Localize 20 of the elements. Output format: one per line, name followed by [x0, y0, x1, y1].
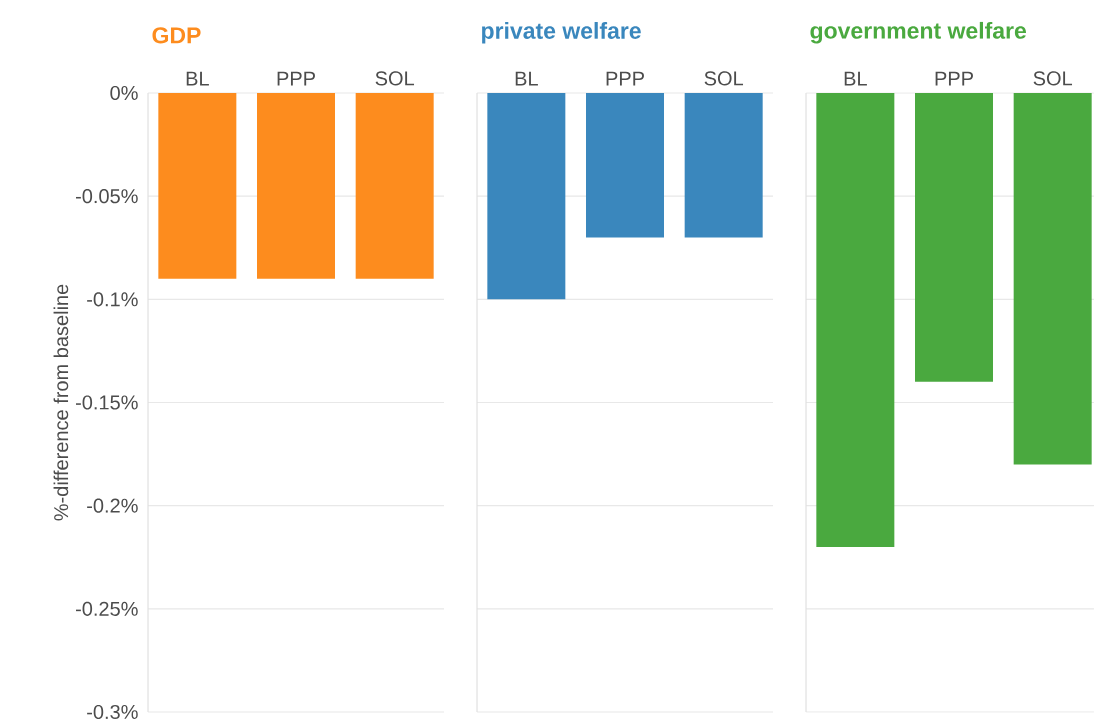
x-tick-label: PPP: [277, 71, 315, 86]
x-tick-label: PPP: [606, 71, 644, 86]
x-tick-label: SOL: [1033, 71, 1073, 86]
x-tick-label: SOL: [704, 71, 744, 86]
y-tick-label: -0.3%: [87, 704, 138, 720]
chart-title: government welfare: [810, 21, 1027, 44]
y-tick-label: -0.1%: [87, 292, 138, 307]
x-tick-label: BL: [844, 71, 867, 86]
y-tick-label: 0%: [110, 85, 138, 101]
y-tick-label: -0.15%: [76, 395, 138, 410]
y-axis-title: %-difference from baseline: [53, 284, 69, 521]
chart-title: private welfare: [482, 22, 641, 44]
x-tick-label: BL: [186, 71, 209, 86]
y-tick-label: -0.2%: [87, 498, 138, 513]
y-tick-label: -0.05%: [76, 189, 138, 204]
x-tick-label: SOL: [375, 71, 415, 86]
chart-title: GDP: [152, 27, 201, 44]
x-tick-label: PPP: [935, 71, 973, 86]
y-tick-label: -0.25%: [76, 601, 138, 616]
x-tick-label: BL: [515, 71, 538, 86]
